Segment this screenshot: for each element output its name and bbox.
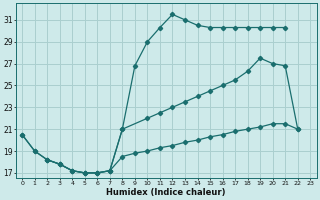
X-axis label: Humidex (Indice chaleur): Humidex (Indice chaleur) [107, 188, 226, 197]
